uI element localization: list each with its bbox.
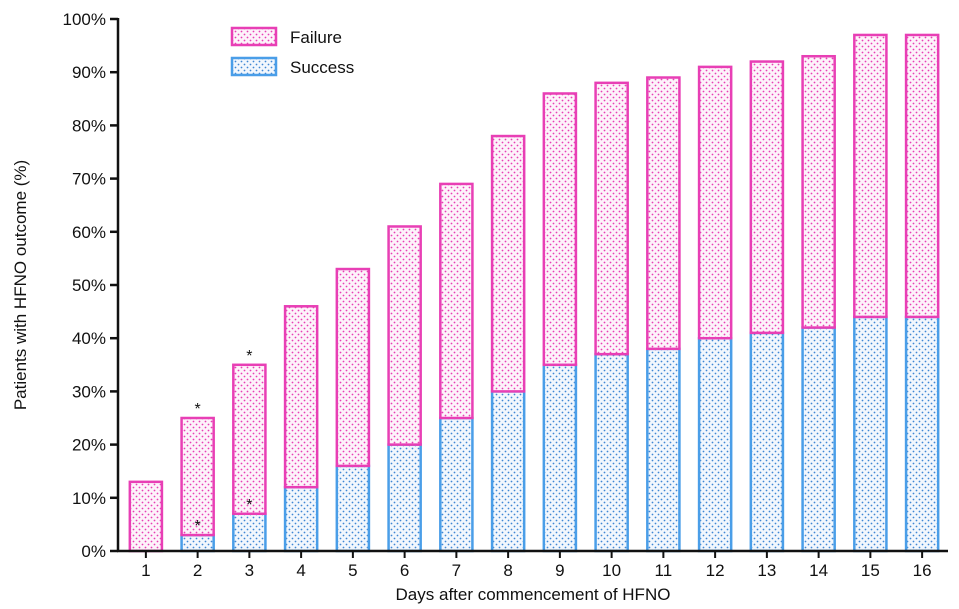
bar-success-11 (646, 347, 681, 553)
bar-success-14 (801, 326, 836, 553)
x-tick-label-6: 6 (400, 561, 409, 580)
y-tick-label-70: 70% (72, 170, 106, 189)
bar-failure-7 (439, 182, 474, 420)
x-tick-label-5: 5 (348, 561, 357, 580)
y-tick-label-30: 30% (72, 382, 106, 401)
bar-failure-5 (335, 267, 371, 468)
bar-failure-14 (801, 54, 836, 329)
x-tick-label-11: 11 (655, 561, 673, 580)
bars-group (128, 33, 940, 553)
annotations-group: * * * * (195, 348, 253, 535)
legend-swatch-failure (230, 26, 278, 47)
y-tick-label-80: 80% (72, 116, 106, 135)
bar-failure-12 (697, 65, 733, 340)
x-tick-label-12: 12 (706, 561, 725, 580)
x-tick-label-3: 3 (245, 561, 254, 580)
bar-failure-13 (749, 60, 785, 335)
bar-failure-2 (180, 416, 215, 537)
y-axis: 0% 10% 20% 30% 40% 50% 60% 70% 80% 90% 100% (63, 10, 120, 561)
bar-success-7 (439, 416, 474, 553)
bar-success-16 (904, 315, 940, 553)
bar-failure-15 (853, 33, 888, 319)
bar-success-5 (335, 464, 371, 553)
x-tick-label-16: 16 (913, 561, 932, 580)
y-tick-label-50: 50% (72, 276, 106, 295)
legend-label-failure: Failure (290, 28, 342, 47)
y-tick-label-20: 20% (72, 436, 106, 455)
bar-success-10 (594, 352, 629, 553)
x-tick-label-7: 7 (452, 561, 461, 580)
x-tick-label-14: 14 (809, 561, 828, 580)
x-axis: 1 2 3 4 5 6 7 8 9 10 11 12 13 14 15 16 (117, 549, 948, 580)
y-tick-label-10: 10% (72, 489, 106, 508)
bar-failure-10 (594, 81, 629, 356)
bar-failure-1 (128, 480, 164, 553)
bar-failure-4 (283, 305, 319, 489)
legend: Failure Success (230, 26, 354, 77)
y-tick-label-90: 90% (72, 63, 106, 82)
y-tick-label-60: 60% (72, 223, 106, 242)
legend-swatch-success (230, 56, 278, 77)
legend-label-success: Success (290, 58, 354, 77)
y-axis-title: Patients with HFNO outcome (%) (11, 160, 30, 410)
bar-success-4 (283, 485, 319, 553)
y-tick-label-40: 40% (72, 329, 106, 348)
bar-success-2 (180, 533, 215, 553)
x-tick-label-13: 13 (757, 561, 776, 580)
x-tick-label-9: 9 (555, 561, 564, 580)
bar-success-8 (490, 390, 526, 553)
annotation-failure-2: * (195, 401, 201, 418)
annotation-failure-3: * (246, 348, 252, 365)
annotation-success-3: * (246, 497, 252, 514)
bar-success-15 (853, 315, 888, 553)
bar-failure-3 (232, 363, 267, 516)
x-tick-label-4: 4 (296, 561, 305, 580)
bar-success-3 (232, 512, 267, 553)
x-tick-label-10: 10 (602, 561, 621, 580)
bar-success-9 (542, 363, 578, 553)
bar-failure-9 (542, 92, 578, 367)
y-tick-label-0: 0% (81, 542, 106, 561)
bar-success-12 (697, 336, 733, 553)
bar-failure-8 (490, 134, 526, 393)
annotation-success-2: * (195, 518, 201, 535)
x-tick-label-8: 8 (503, 561, 512, 580)
x-tick-label-2: 2 (193, 561, 202, 580)
bar-failure-11 (646, 76, 681, 351)
x-axis-title: Days after commencement of HFNO (396, 585, 671, 604)
bar-success-13 (749, 331, 785, 553)
y-tick-label-100: 100% (63, 10, 106, 29)
x-tick-label-15: 15 (861, 561, 880, 580)
x-tick-label-1: 1 (141, 561, 150, 580)
bar-failure-16 (904, 33, 940, 319)
bar-success-6 (387, 443, 422, 553)
bar-failure-6 (387, 225, 422, 446)
